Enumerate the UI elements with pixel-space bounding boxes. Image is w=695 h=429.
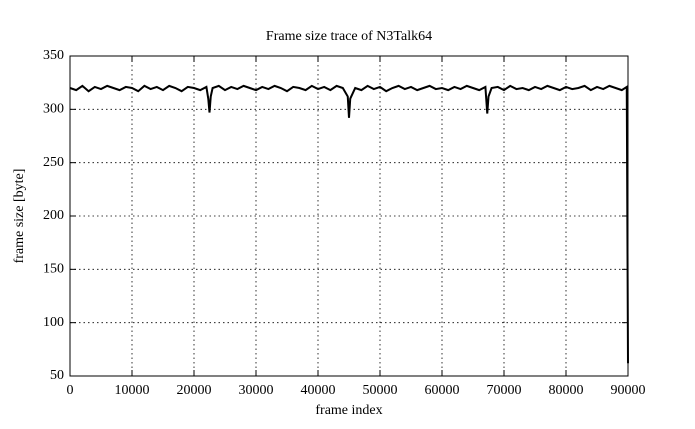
y-tick-label: 200 — [43, 208, 64, 223]
x-tick-label: 0 — [67, 383, 74, 398]
x-tick-label: 20000 — [177, 383, 212, 398]
x-tick-label: 40000 — [301, 383, 336, 398]
x-axis-label: frame index — [315, 403, 382, 418]
x-tick-label: 60000 — [425, 383, 460, 398]
x-tick-label: 30000 — [239, 383, 274, 398]
y-tick-label: 100 — [43, 315, 64, 330]
y-tick-label: 350 — [43, 48, 64, 63]
y-tick-label: 150 — [43, 262, 64, 277]
chart-title: Frame size trace of N3Talk64 — [266, 29, 432, 44]
x-tick-label: 90000 — [611, 383, 646, 398]
y-tick-label: 300 — [43, 102, 64, 117]
x-tick-label: 70000 — [487, 383, 522, 398]
y-tick-label: 50 — [50, 368, 64, 383]
y-tick-label: 250 — [43, 155, 64, 170]
y-axis-label: frame size [byte] — [12, 169, 27, 264]
data-line — [69, 84, 629, 364]
x-tick-label: 10000 — [115, 383, 150, 398]
x-tick-label: 80000 — [549, 383, 584, 398]
x-tick-label: 50000 — [363, 383, 398, 398]
